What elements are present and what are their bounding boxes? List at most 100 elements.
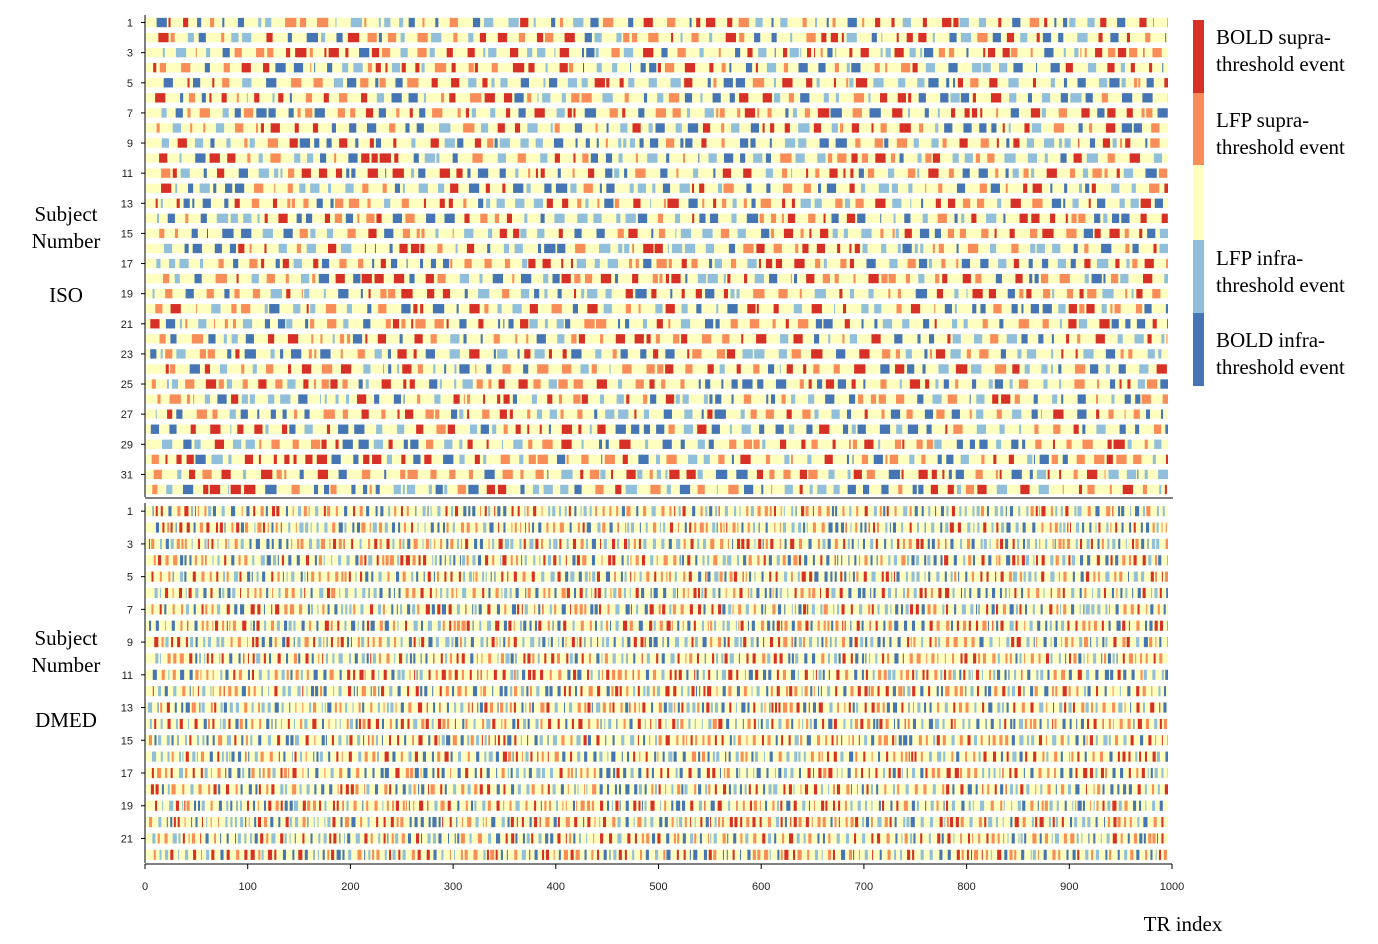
event-cell <box>1142 555 1146 566</box>
event-cell <box>1023 168 1029 178</box>
event-cell <box>402 364 412 374</box>
event-cell <box>902 243 912 254</box>
event-cell <box>338 735 342 746</box>
event-cell <box>583 506 587 517</box>
event-cell <box>725 587 727 599</box>
event-cell <box>739 138 749 148</box>
event-cell <box>322 604 325 615</box>
event-cell <box>305 93 313 103</box>
event-cell <box>176 198 180 208</box>
event-cell <box>368 288 371 299</box>
event-cell <box>189 669 193 680</box>
event-cell <box>605 288 612 299</box>
event-cell <box>177 469 182 480</box>
event-cell <box>541 751 544 762</box>
event-cell <box>612 669 616 680</box>
event-cell <box>628 258 633 269</box>
event-cell <box>1019 653 1022 664</box>
event-cell <box>313 751 315 762</box>
event-cell <box>275 379 283 389</box>
event-cell <box>834 304 836 314</box>
event-cell <box>217 767 221 779</box>
event-cell <box>1053 669 1057 680</box>
event-cell <box>548 637 550 648</box>
event-cell <box>284 469 287 480</box>
event-cell <box>789 424 795 434</box>
event-cell <box>429 379 438 389</box>
event-cell <box>862 587 866 599</box>
event-cell <box>1031 168 1035 178</box>
event-cell <box>412 604 416 615</box>
event-cell <box>861 319 864 329</box>
event-cell <box>712 751 715 762</box>
event-cell <box>1143 702 1146 713</box>
event-cell <box>676 718 679 729</box>
event-cell <box>604 454 615 465</box>
event-cell <box>364 669 366 680</box>
event-cell <box>1050 637 1052 648</box>
event-cell <box>806 718 809 729</box>
event-cell <box>1000 538 1004 549</box>
event-cell <box>335 168 343 178</box>
event-cell <box>1030 653 1034 664</box>
event-cell <box>468 183 480 193</box>
event-cell <box>290 735 294 746</box>
event-cell <box>338 424 349 434</box>
event-cell <box>794 735 799 746</box>
event-cell <box>157 767 162 779</box>
event-cell <box>313 379 316 389</box>
event-cell <box>683 571 686 582</box>
event-cell <box>671 273 681 284</box>
event-cell <box>326 637 328 648</box>
event-cell <box>1068 702 1072 713</box>
event-cell <box>407 686 410 697</box>
event-cell <box>189 555 192 566</box>
event-cell <box>1120 349 1124 359</box>
event-cell <box>680 604 684 615</box>
event-cell <box>557 686 561 697</box>
event-cell <box>1150 604 1154 615</box>
event-cell <box>621 751 623 762</box>
event-cell <box>232 319 237 329</box>
event-cell <box>1118 506 1121 517</box>
event-cell <box>1046 718 1050 729</box>
event-cell <box>324 702 326 713</box>
event-cell <box>971 108 978 118</box>
event-cell <box>847 17 857 28</box>
event-cell <box>980 108 983 118</box>
event-cell <box>1124 702 1126 713</box>
event-cell <box>1121 506 1125 517</box>
event-cell <box>916 538 920 549</box>
event-cell <box>980 304 986 314</box>
event-cell <box>802 718 804 729</box>
event-cell <box>1108 604 1110 615</box>
event-cell <box>596 735 600 746</box>
event-cell <box>840 522 845 533</box>
event-cell <box>1145 620 1148 631</box>
event-cell <box>465 108 469 118</box>
event-cell <box>1128 555 1132 566</box>
event-cell <box>1069 653 1072 664</box>
event-cell <box>176 349 186 359</box>
event-cell <box>871 751 873 762</box>
event-cell <box>345 47 349 58</box>
event-cell <box>634 571 636 582</box>
event-cell <box>574 123 582 133</box>
event-cell <box>463 198 467 208</box>
event-cell <box>345 604 348 615</box>
event-cell <box>259 587 262 599</box>
event-cell <box>160 718 163 729</box>
event-cell <box>353 273 361 284</box>
event-cell <box>444 484 448 495</box>
event-cell <box>1105 571 1110 582</box>
event-cell <box>689 653 693 664</box>
event-cell <box>519 620 523 631</box>
event-cell <box>600 620 603 631</box>
event-cell <box>494 735 496 746</box>
subject-row-band <box>145 620 1168 631</box>
event-cell <box>299 17 307 28</box>
event-cell <box>467 751 470 762</box>
event-cell <box>626 653 628 664</box>
event-cell <box>918 93 926 103</box>
event-cell <box>669 669 672 680</box>
